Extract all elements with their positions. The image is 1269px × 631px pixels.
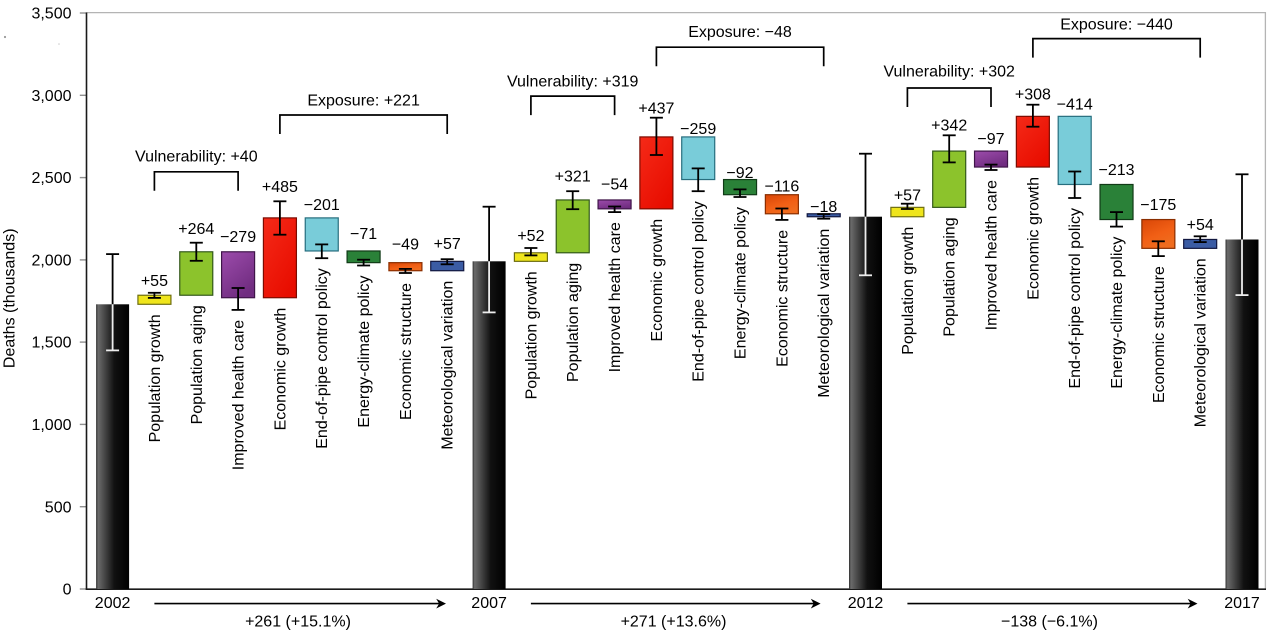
svg-text:+271 (+13.6%): +271 (+13.6%) [621, 614, 727, 631]
svg-text:Economic structure: Economic structure [398, 283, 415, 420]
svg-text:+57: +57 [894, 188, 921, 205]
svg-text:Population aging: Population aging [942, 217, 959, 336]
svg-text:−138 (−6.1%): −138 (−6.1%) [1001, 614, 1098, 631]
svg-text:−71: −71 [350, 226, 377, 243]
svg-text:Improved health care: Improved health care [607, 222, 624, 372]
svg-text:−259: −259 [680, 121, 716, 138]
svg-text:Economic structure: Economic structure [1151, 266, 1168, 403]
svg-text:+55: +55 [141, 273, 168, 290]
svg-text:Energy-climate policy: Energy-climate policy [356, 276, 373, 428]
svg-text:Improved health care: Improved health care [984, 180, 1001, 330]
svg-text:Deaths (thousands): Deaths (thousands) [2, 228, 19, 368]
svg-text:Improved health care: Improved health care [231, 320, 248, 470]
svg-text:Exposure: +221: Exposure: +221 [307, 93, 420, 110]
svg-text:Meteorological variation: Meteorological variation [1193, 258, 1210, 427]
svg-text:Population growth: Population growth [147, 314, 164, 442]
svg-text:Exposure: −440: Exposure: −440 [1060, 17, 1173, 34]
svg-text:End-of-pipe control policy: End-of-pipe control policy [691, 201, 708, 382]
svg-text:Population growth: Population growth [900, 227, 917, 355]
svg-text:3,000: 3,000 [31, 88, 71, 105]
svg-text:Economic growth: Economic growth [1025, 177, 1042, 300]
svg-text:−201: −201 [304, 197, 340, 214]
svg-text:Meteorological variation: Meteorological variation [440, 281, 457, 450]
svg-text:2,000: 2,000 [31, 253, 71, 270]
svg-text:End-of-pipe control policy: End-of-pipe control policy [1067, 208, 1084, 389]
svg-text:−175: −175 [1140, 197, 1176, 214]
svg-text:Exposure: −48: Exposure: −48 [688, 24, 792, 41]
svg-text:Population growth: Population growth [523, 271, 540, 399]
svg-text:Economic growth: Economic growth [649, 219, 666, 342]
svg-text:Vulnerability: +319: Vulnerability: +319 [507, 74, 639, 91]
svg-text:Population aging: Population aging [189, 305, 206, 424]
svg-text:−116: −116 [764, 179, 799, 196]
svg-text:Meteorological variation: Meteorological variation [816, 229, 833, 398]
svg-text:2,500: 2,500 [31, 170, 71, 187]
svg-text:+261 (+15.1%): +261 (+15.1%) [245, 614, 351, 631]
svg-text:Vulnerability: +302: Vulnerability: +302 [883, 64, 1015, 81]
svg-text:2002: 2002 [95, 595, 131, 612]
svg-text:+485: +485 [262, 179, 298, 196]
svg-text:Energy-climate policy: Energy-climate policy [1109, 237, 1126, 389]
svg-text:Economic structure: Economic structure [774, 230, 791, 367]
svg-text:Energy-climate policy: Energy-climate policy [733, 207, 750, 359]
svg-text:3,500: 3,500 [31, 6, 71, 23]
svg-text:2017: 2017 [1224, 595, 1260, 612]
svg-text:+264: +264 [178, 221, 214, 238]
svg-text:−18: −18 [810, 199, 837, 216]
svg-text:+308: +308 [1015, 87, 1051, 104]
svg-text:+321: +321 [555, 169, 591, 186]
svg-text:2012: 2012 [848, 595, 884, 612]
svg-text:End-of-pipe control policy: End-of-pipe control policy [314, 268, 331, 449]
svg-text:+54: +54 [1187, 217, 1214, 234]
svg-text:+57: +57 [434, 236, 461, 253]
svg-text:1,500: 1,500 [31, 335, 71, 352]
svg-text:−97: −97 [977, 131, 1004, 148]
svg-text:−213: −213 [1098, 162, 1134, 179]
svg-text:500: 500 [45, 499, 72, 516]
svg-text:+342: +342 [931, 118, 967, 135]
svg-text:−414: −414 [1057, 96, 1093, 113]
svg-text:Vulnerability: +40: Vulnerability: +40 [135, 149, 258, 166]
svg-text:−279: −279 [220, 229, 256, 246]
svg-text:1,000: 1,000 [31, 417, 71, 434]
svg-text:0: 0 [63, 582, 72, 599]
svg-text:−54: −54 [601, 177, 628, 194]
svg-text:Economic growth: Economic growth [272, 308, 289, 431]
svg-text:+52: +52 [517, 228, 544, 245]
svg-text:−49: −49 [392, 237, 419, 254]
svg-text:+437: +437 [638, 100, 674, 117]
svg-text:Population aging: Population aging [565, 263, 582, 382]
svg-text:−92: −92 [726, 165, 753, 182]
svg-text:2007: 2007 [471, 595, 507, 612]
